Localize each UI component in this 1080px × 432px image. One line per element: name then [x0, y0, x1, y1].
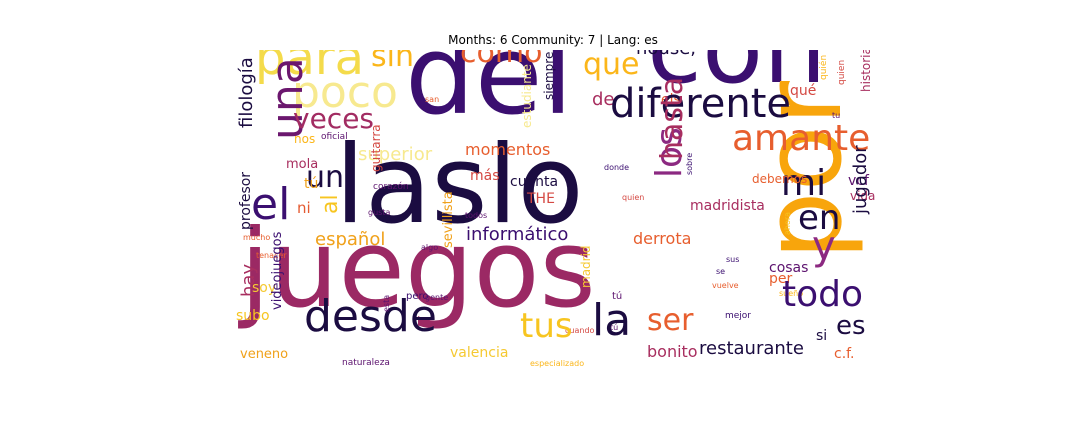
word-90: es [836, 311, 866, 342]
word-36: naturaleza [342, 357, 390, 368]
word-82: ahora [783, 211, 792, 235]
word-49: madrid [579, 245, 593, 288]
word-89: si [816, 327, 828, 344]
word-17: tú [304, 175, 319, 192]
word-5: para [255, 50, 365, 86]
word-22: corazón [373, 181, 409, 192]
word-19: filología [236, 57, 257, 128]
word-8: como [460, 50, 543, 70]
word-56: la [592, 294, 632, 346]
word-96: tu [832, 110, 841, 120]
word-45: siempre [542, 51, 556, 100]
word-6: poco [292, 66, 398, 118]
word-20: guitarra [369, 124, 383, 172]
word-54: especializado [530, 358, 585, 368]
word-91: c.f. [834, 345, 855, 362]
word-12: un [306, 160, 345, 195]
word-52: cuando [565, 325, 595, 335]
word-1: del [405, 50, 574, 139]
word-61: diferente [610, 81, 792, 127]
word-93: quién [819, 54, 829, 80]
word-2: juegos [240, 206, 596, 332]
word-81: vida [850, 189, 876, 204]
word-69: derrota [633, 229, 692, 249]
word-46: cuenta [510, 173, 559, 190]
word-63: donde [604, 162, 630, 172]
word-55: tus [520, 305, 573, 346]
word-94: quien [837, 59, 847, 85]
word-33: videojuegos [270, 231, 285, 310]
word-88: todo [782, 274, 864, 316]
chart-title: Months: 6 Community: 7 | Lang: es [448, 33, 658, 47]
word-30: tenacer [256, 250, 287, 260]
word-cloud: condeljuegoslasloporparapocosincomounave… [233, 50, 882, 380]
word-95: historia [859, 50, 873, 92]
word-64: quien [622, 192, 645, 202]
word-27: español [315, 228, 386, 250]
word-28: profesor [238, 171, 254, 230]
word-29: mucho [243, 232, 271, 242]
word-70: ser [647, 303, 694, 338]
word-40: gente [425, 292, 449, 302]
word-42: más [470, 167, 500, 184]
word-68: madridista [690, 197, 765, 214]
word-43: momentos [465, 140, 551, 160]
word-85: per [769, 270, 793, 287]
word-71: bonito [647, 342, 698, 362]
word-75: mejor [725, 310, 752, 321]
word-14: al [318, 194, 343, 214]
word-3: laslo [335, 122, 584, 248]
word-50: tú [612, 291, 623, 302]
word-25: todos [465, 210, 488, 220]
word-74: vuelve [712, 280, 739, 290]
word-86: sueño [779, 288, 804, 298]
word-41: sevillista [441, 191, 456, 248]
word-48: informático [466, 223, 569, 245]
word-76: sus [726, 254, 740, 264]
word-23: gusta [368, 207, 391, 217]
word-84: cosas [769, 259, 809, 276]
word-21: oficial [321, 131, 348, 142]
word-39: pero [406, 291, 429, 302]
word-51: tú [610, 322, 619, 332]
word-7: sin [371, 50, 414, 74]
word-78: en [798, 197, 841, 238]
word-0: con [647, 50, 827, 98]
word-79: debemos [752, 172, 808, 187]
word-37: desde [304, 290, 437, 342]
word-66: hasta [655, 76, 690, 160]
word-59: els [661, 91, 681, 108]
word-57: que [583, 50, 640, 82]
word-83: y [812, 223, 836, 269]
word-10: veces [293, 101, 375, 135]
word-24: algo [421, 242, 439, 252]
word-38: esta [382, 294, 391, 312]
word-58: de [592, 88, 615, 110]
word-15: ni [297, 199, 311, 217]
word-13: el [251, 178, 291, 230]
word-32: soy [252, 279, 277, 296]
word-87: jugador [850, 145, 871, 214]
word-26: san [425, 94, 440, 104]
word-18: nos [294, 132, 316, 147]
word-73: se [716, 266, 726, 276]
word-80: vcf [848, 172, 869, 189]
word-53: valencia [450, 344, 509, 361]
word-67: sobre [685, 152, 694, 175]
word-11: superior [358, 143, 433, 165]
word-60: house, [636, 50, 696, 58]
word-16: mola [286, 156, 319, 172]
word-92: qué [790, 82, 817, 99]
word-72: restaurante [699, 337, 804, 359]
word-47: THE [527, 190, 555, 207]
word-44: estudiante [520, 64, 534, 128]
word-77: mi [781, 163, 827, 205]
word-35: veneno [240, 346, 289, 362]
word-62: amante [732, 118, 871, 160]
word-34: subo [236, 307, 270, 324]
